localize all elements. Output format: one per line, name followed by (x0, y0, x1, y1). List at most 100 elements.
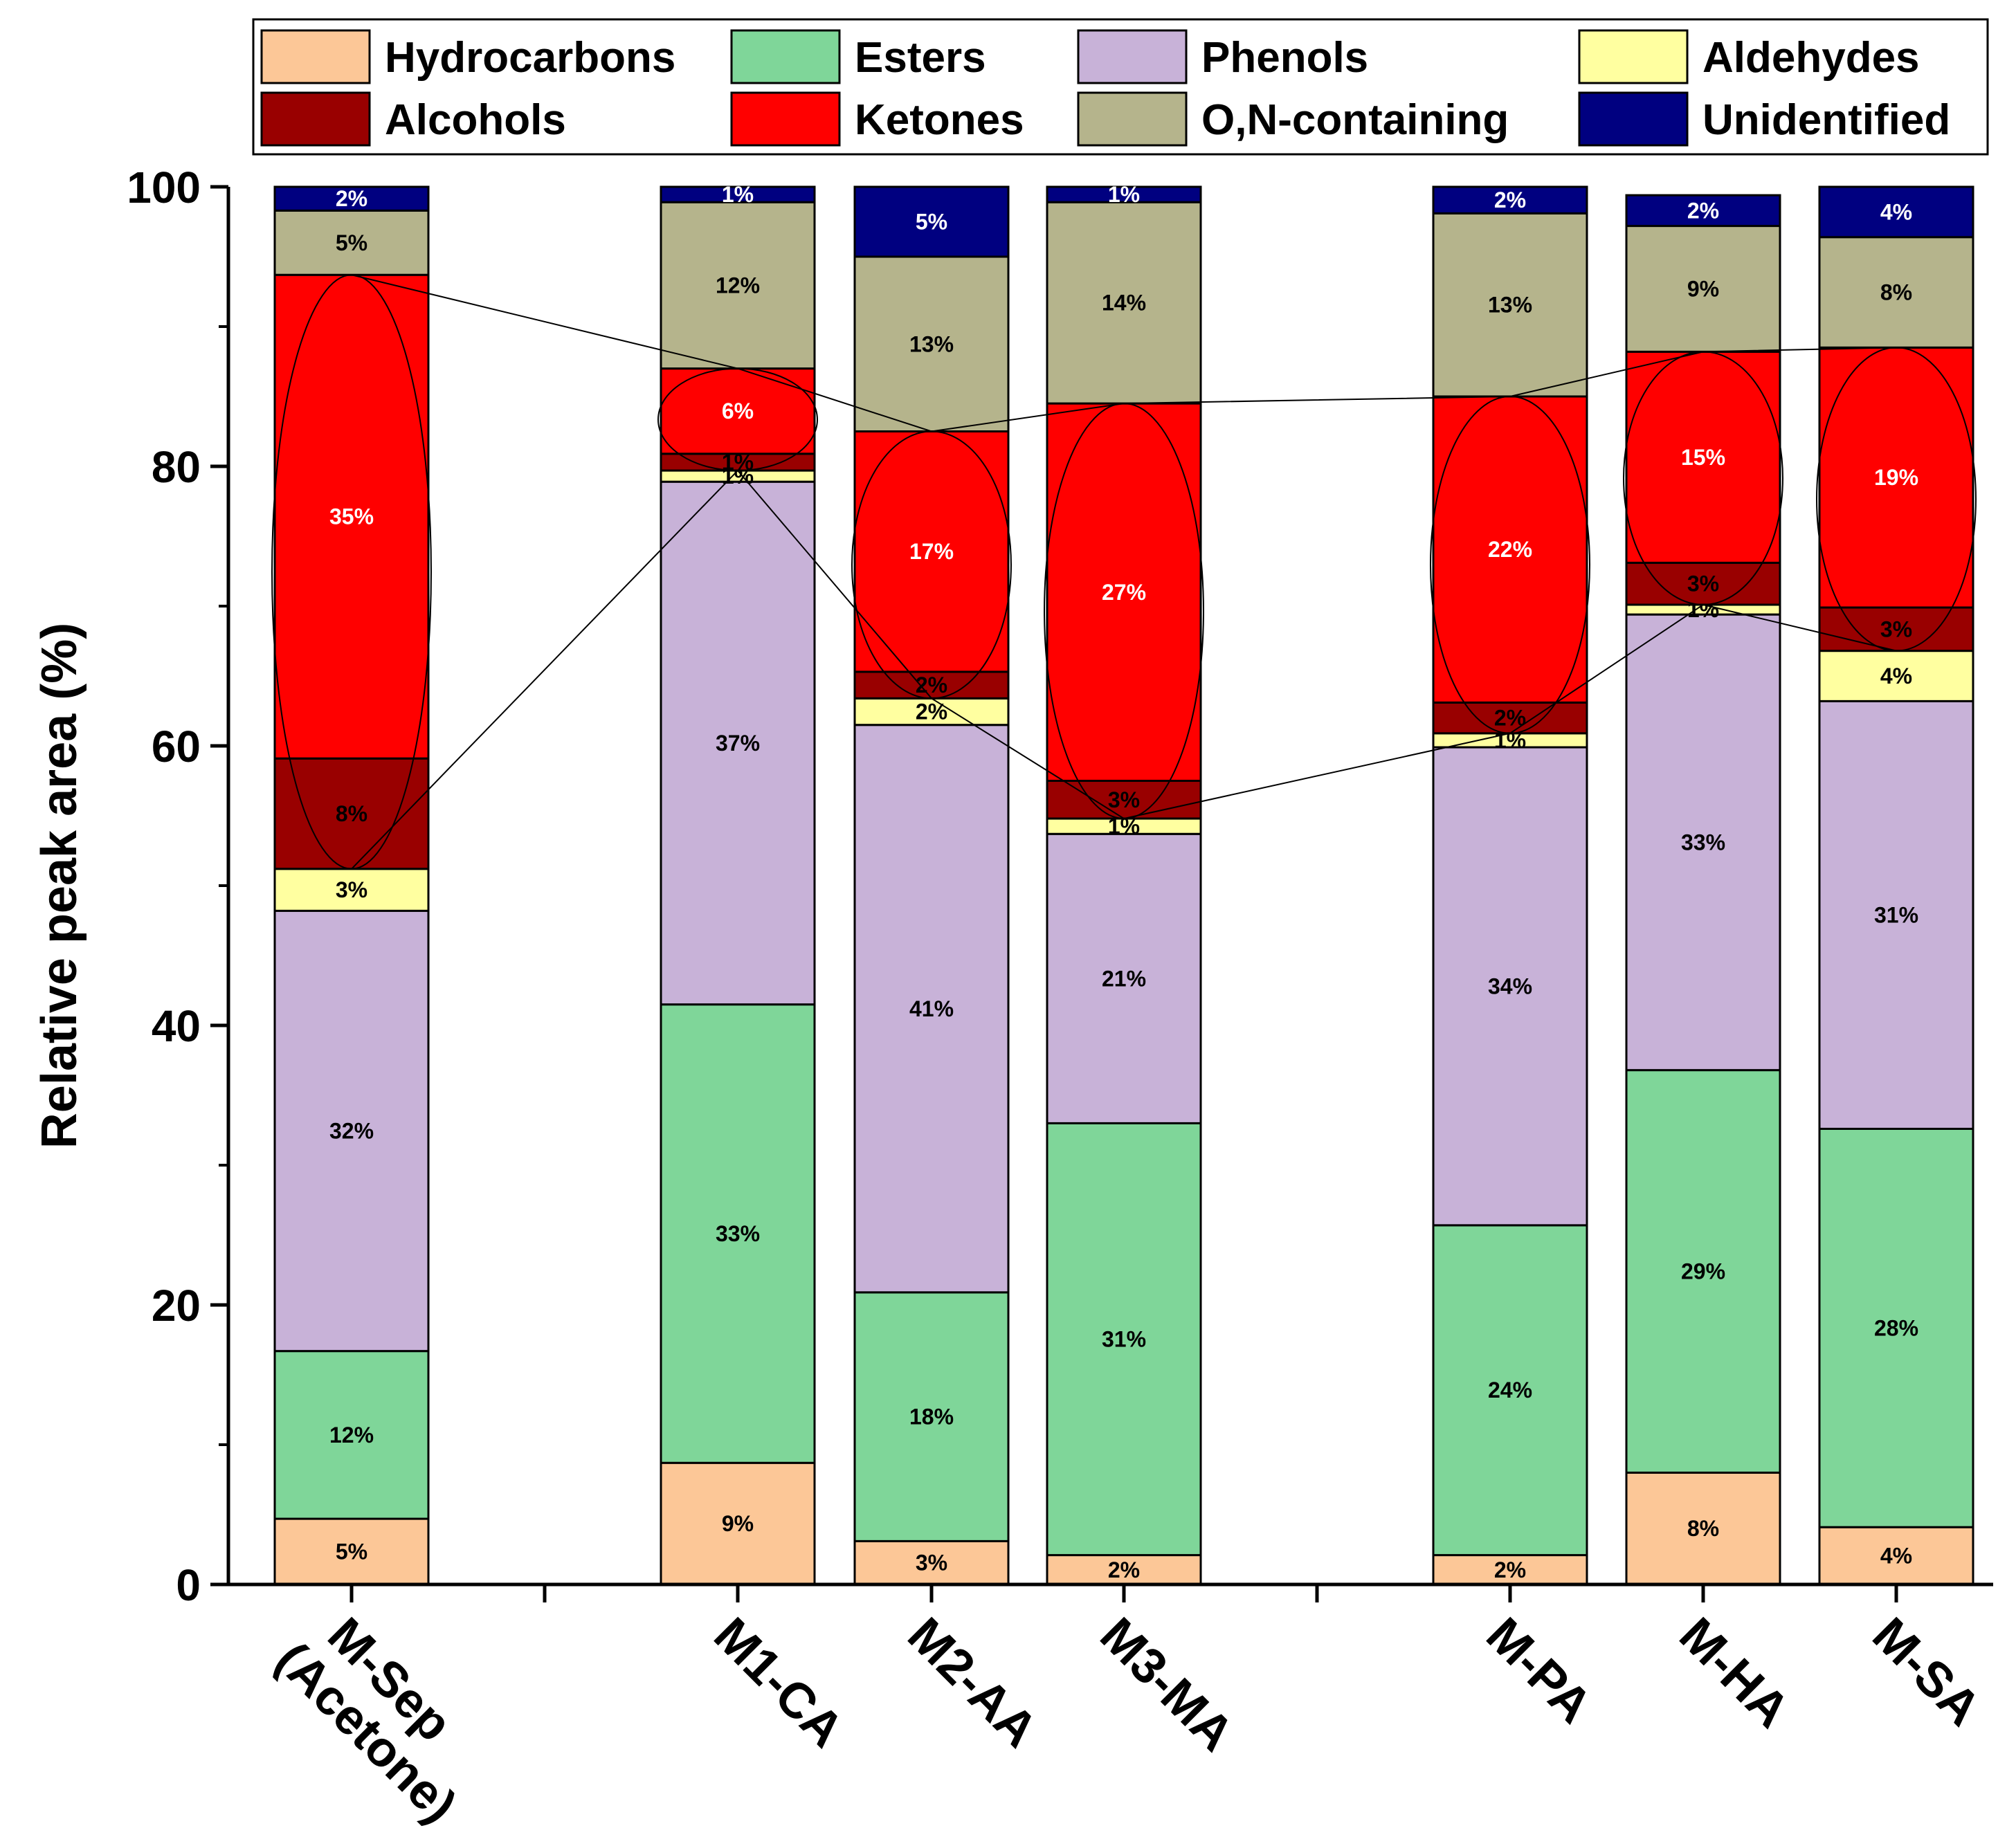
legend: Hydrocarbons Esters Phenols Aldehydes Alcoho… (252, 18, 1989, 156)
data-label: 5% (916, 210, 947, 235)
data-label: 37% (716, 731, 760, 756)
bar-segment (1432, 1554, 1588, 1586)
bar-segment (1625, 613, 1781, 1072)
legend-label: O,N-containing (1201, 96, 1509, 144)
y-tick-label: 40 (152, 1001, 201, 1051)
data-label: 4% (1880, 1544, 1912, 1569)
data-label: 35% (329, 504, 374, 529)
data-label: 33% (1681, 830, 1725, 855)
legend-label: Unidentified (1702, 96, 1950, 144)
y-tick-label: 80 (152, 442, 201, 492)
bar-segment (1625, 1069, 1781, 1474)
data-label: 17% (909, 539, 954, 564)
data-label: 29% (1681, 1259, 1725, 1284)
data-label: 13% (909, 331, 954, 356)
data-label: 2% (336, 186, 367, 211)
data-label: 3% (1108, 787, 1140, 812)
data-label: 2% (1494, 1557, 1526, 1582)
data-label: 12% (716, 273, 760, 298)
data-label: 2% (916, 700, 947, 724)
bar-segment (1625, 1471, 1781, 1586)
data-label: 6% (722, 399, 754, 423)
data-label: 1% (722, 182, 754, 207)
y-tick-label: 20 (152, 1281, 201, 1331)
legend-label: Alcohols (385, 96, 566, 144)
bar-segment (853, 255, 1010, 432)
x-tick-label-group: M3-MA (1089, 1607, 1244, 1762)
bar-segment (853, 697, 1010, 726)
legend-swatch (1077, 29, 1188, 84)
x-tick-label: M-PA (1475, 1607, 1602, 1734)
bar-segment (273, 757, 430, 870)
x-tick-label: M-HA (1669, 1607, 1799, 1738)
data-label: 2% (1108, 1557, 1140, 1582)
data-label: 31% (1874, 902, 1918, 927)
bar-segment (1432, 212, 1588, 398)
x-tick-label: M3-MA (1089, 1607, 1244, 1762)
x-tick-label-group: M-Sep(Acetone) (265, 1607, 466, 1834)
bar-segment (853, 724, 1010, 1294)
bar-segment (1046, 185, 1202, 203)
connector-lines (271, 274, 1977, 870)
data-label: 9% (722, 1511, 754, 1536)
legend-swatch (1578, 29, 1689, 84)
data-label: 8% (1687, 1516, 1719, 1541)
bar-segment (1046, 1122, 1202, 1557)
data-label: 15% (1681, 445, 1725, 470)
data-label: 3% (336, 877, 367, 902)
bar-segment (273, 868, 430, 912)
data-label: 34% (1488, 974, 1532, 998)
bar-segment (1432, 395, 1588, 704)
x-tick-label-group: M-HA (1669, 1607, 1799, 1738)
bar-segment (1432, 1224, 1588, 1557)
y-tick-label: 0 (176, 1560, 201, 1610)
bar-segment (660, 201, 816, 370)
data-label: 28% (1874, 1315, 1918, 1340)
data-label: 14% (1102, 291, 1146, 316)
bar-segment (273, 209, 430, 276)
legend-label: Hydrocarbons (385, 34, 675, 82)
bar-segment (1818, 346, 1974, 609)
data-label: 3% (1880, 616, 1912, 641)
data-label: 33% (716, 1221, 760, 1246)
data-label: 5% (336, 230, 367, 255)
data-label: 22% (1488, 537, 1532, 562)
bar-segment (1818, 1127, 1974, 1528)
data-label: 21% (1102, 966, 1146, 991)
data-label: 13% (1488, 293, 1532, 318)
data-label: 32% (329, 1119, 374, 1144)
bar-segment (1818, 700, 1974, 1130)
legend-swatch (260, 91, 371, 147)
connector-line-top (351, 274, 1897, 432)
data-label: 2% (1687, 198, 1719, 223)
data-label: 18% (909, 1405, 954, 1429)
bar-segment (853, 430, 1010, 673)
x-tick-label-group: M-SA (1862, 1607, 1991, 1737)
y-axis-title: Relative peak area (%) (32, 623, 87, 1149)
data-label: 1% (1108, 182, 1140, 207)
bar-segment (660, 185, 816, 203)
x-tick-label-group: M2-AA (897, 1607, 1048, 1758)
bar-segment (1625, 350, 1781, 564)
data-label: 19% (1874, 465, 1918, 490)
data-label: 41% (909, 996, 954, 1021)
bar-segment (273, 185, 430, 212)
y-tick-label: 100 (127, 163, 201, 212)
bar-segment (273, 1517, 430, 1586)
x-tick-label-group: M-PA (1475, 1607, 1602, 1734)
bar-segment (1625, 561, 1781, 606)
data-label: 31% (1102, 1326, 1146, 1351)
legend-label: Esters (855, 34, 986, 82)
legend-swatch (730, 29, 841, 84)
bar-segment (660, 1461, 816, 1586)
bar-segment (1818, 185, 1974, 239)
legend-swatch (1578, 91, 1689, 147)
bars: 5%12%32%3%8%35%5%2%9%33%37%1%1%6%12%1%3%… (273, 182, 1974, 1586)
bar-segment (273, 273, 430, 760)
bar-segment (1046, 832, 1202, 1124)
bar-segment (853, 1539, 1010, 1586)
legend-swatch (1077, 91, 1188, 147)
x-tick-label: M-SA (1862, 1607, 1991, 1737)
data-label: 27% (1102, 580, 1146, 605)
